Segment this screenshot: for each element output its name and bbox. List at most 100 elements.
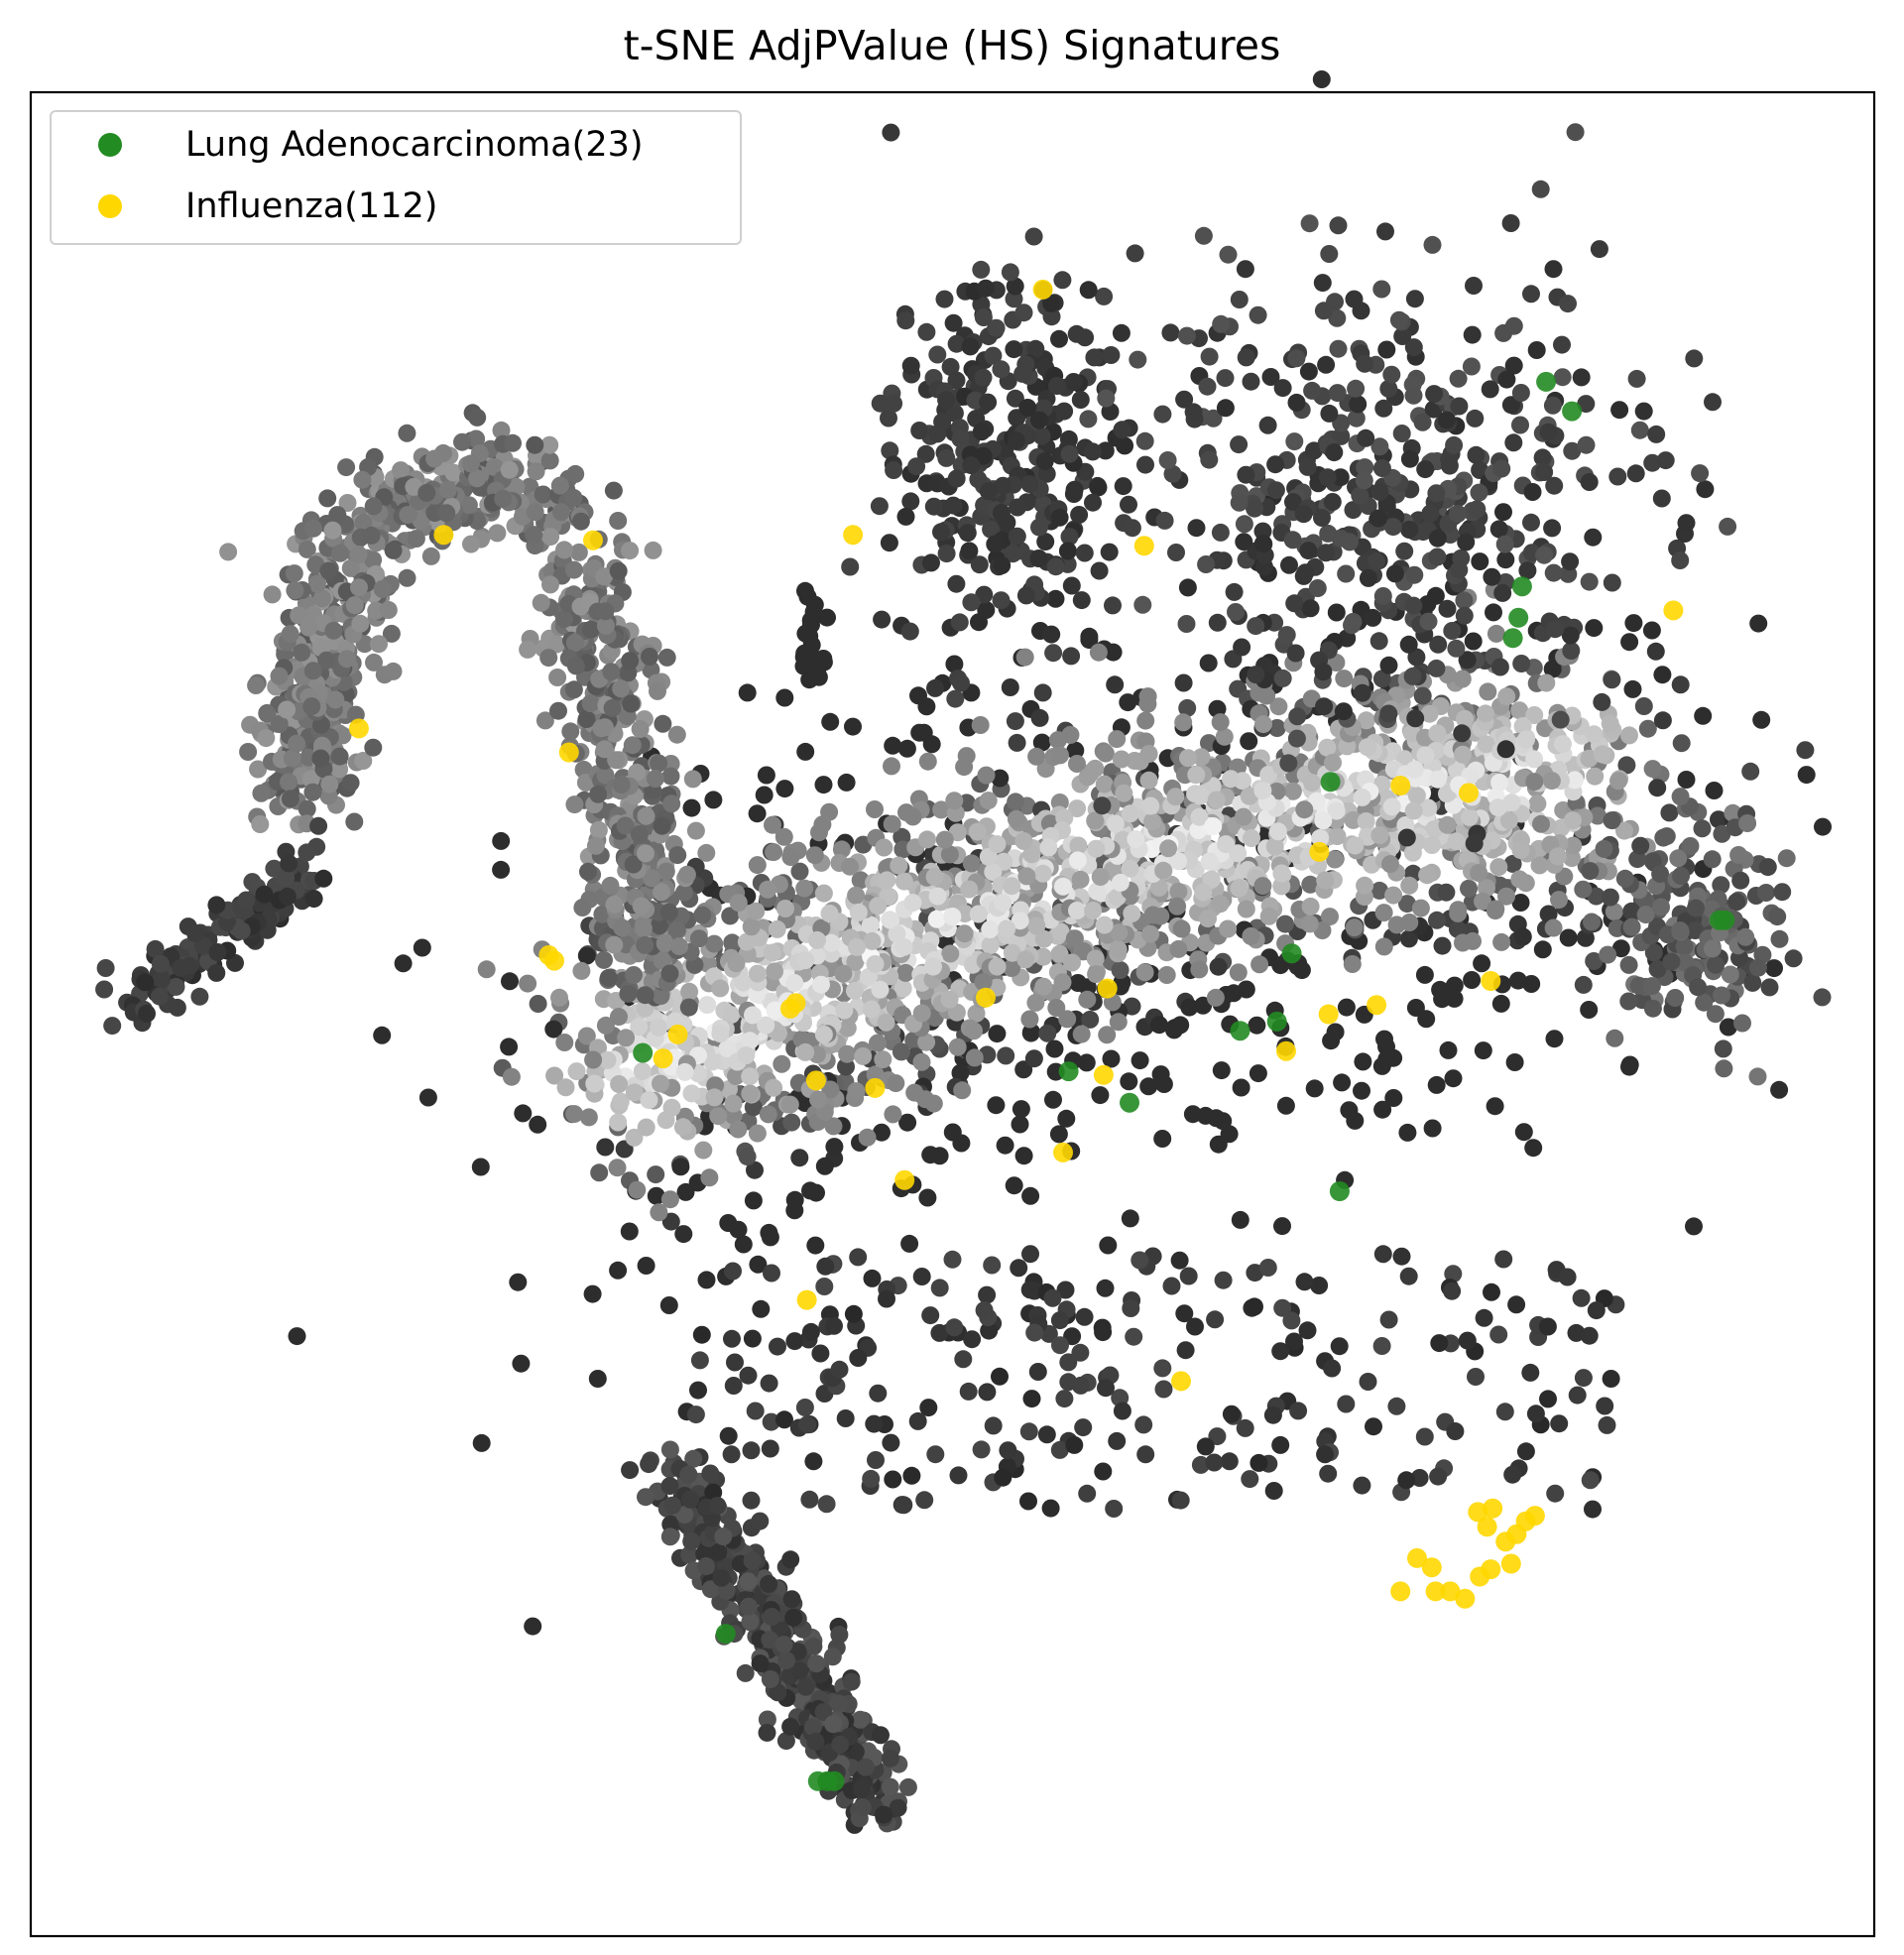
background-point (1736, 927, 1755, 946)
background-point (239, 743, 258, 761)
background-point (345, 596, 364, 615)
background-point (932, 800, 951, 819)
background-point (1729, 846, 1748, 864)
background-point (1453, 670, 1472, 688)
background-point (1404, 386, 1423, 405)
background-point (849, 903, 868, 921)
background-point (351, 614, 370, 633)
background-point (1169, 939, 1188, 958)
background-point (1550, 1414, 1569, 1433)
background-point (775, 1410, 793, 1429)
background-point (1174, 673, 1193, 692)
background-point (1300, 214, 1319, 233)
background-point (1397, 828, 1416, 847)
background-point (637, 806, 655, 825)
background-point (765, 843, 783, 862)
background-point (1231, 1210, 1250, 1229)
background-point (1373, 1245, 1392, 1264)
background-point (917, 322, 936, 341)
background-point (330, 747, 349, 766)
background-point (280, 773, 298, 792)
background-point (1075, 1307, 1094, 1326)
background-point (675, 1062, 694, 1081)
background-point (1370, 482, 1389, 501)
background-point (1335, 670, 1354, 688)
background-point (1068, 755, 1086, 773)
background-point (1463, 325, 1482, 344)
background-point (953, 1081, 972, 1100)
background-point (1544, 260, 1563, 279)
background-point (544, 1020, 563, 1039)
background-point (1123, 905, 1141, 922)
background-point (1196, 1437, 1215, 1456)
background-point (884, 1470, 902, 1489)
background-point (1733, 1014, 1751, 1033)
background-point (1153, 405, 1172, 424)
background-point (1539, 1390, 1557, 1408)
background-point (1295, 800, 1314, 819)
background-point (1456, 709, 1475, 728)
background-point (1370, 826, 1389, 845)
background-point (862, 1000, 881, 1019)
background-point (1671, 921, 1690, 940)
background-point (1496, 740, 1515, 759)
background-point (1004, 545, 1022, 563)
background-point (550, 988, 568, 1007)
background-point (807, 1654, 826, 1673)
background-point (861, 916, 880, 934)
background-point (1204, 817, 1223, 835)
background-point (848, 937, 866, 956)
background-point (453, 432, 471, 451)
background-point (555, 1034, 574, 1051)
background-point (838, 1044, 857, 1063)
background-point (957, 747, 976, 766)
background-point (461, 454, 480, 473)
background-point (1065, 1435, 1084, 1454)
background-point (856, 1758, 875, 1776)
background-point (1501, 396, 1520, 415)
background-point (1385, 564, 1404, 583)
background-point (288, 1327, 306, 1346)
background-point (1425, 385, 1444, 404)
background-point (1184, 403, 1203, 422)
background-point (298, 799, 316, 818)
background-point (909, 686, 927, 705)
background-point (1413, 413, 1432, 431)
background-point (237, 891, 256, 910)
background-point (846, 981, 864, 1000)
background-point (1114, 477, 1132, 496)
background-point (1326, 293, 1344, 311)
background-point (1313, 509, 1331, 527)
background-point (1372, 670, 1391, 688)
background-point (1020, 1010, 1039, 1029)
background-point (994, 894, 1012, 913)
background-point (1522, 285, 1540, 304)
background-point (564, 560, 583, 579)
background-point (738, 1148, 757, 1166)
background-point (1504, 433, 1523, 452)
background-point (1460, 807, 1479, 826)
background-point (1276, 915, 1294, 933)
background-point (1620, 726, 1638, 745)
background-point (539, 649, 558, 668)
background-point (1695, 993, 1714, 1012)
background-point (286, 581, 304, 600)
background-point (755, 786, 774, 804)
background-point (1602, 1370, 1620, 1388)
background-point (972, 260, 991, 279)
background-point (146, 939, 165, 958)
background-point (912, 1052, 931, 1071)
background-point (972, 423, 991, 441)
background-point (775, 688, 794, 707)
background-point (207, 963, 226, 982)
background-point (1273, 379, 1292, 398)
background-point (584, 1050, 603, 1069)
background-point (646, 770, 664, 788)
background-point (661, 1212, 680, 1231)
background-point (468, 469, 487, 488)
background-point (370, 635, 388, 654)
background-point (959, 1382, 978, 1401)
background-point (1093, 796, 1112, 815)
background-point (472, 1433, 491, 1452)
background-point (1384, 886, 1403, 905)
